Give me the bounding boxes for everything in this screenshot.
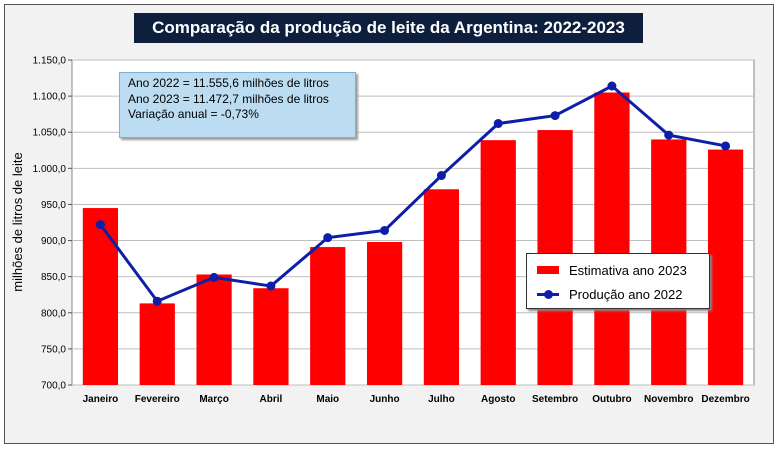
y-tick-label: 800,0 (41, 308, 66, 319)
y-tick-label: 900,0 (41, 236, 66, 247)
line-point (550, 111, 560, 121)
legend-item-2023: Estimativa ano 2023 (537, 260, 687, 280)
x-tick-label: Outubro (592, 394, 631, 405)
annotation-box: Ano 2022 = 11.555,6 milhões de litros An… (119, 72, 356, 138)
y-tick-label: 1.000,0 (33, 164, 67, 175)
y-tick-label: 850,0 (41, 272, 66, 283)
x-category-labels: Janeiro Fevereiro Março Abril Maio Junho Julho… (83, 394, 750, 405)
y-tick-label: 700,0 (41, 381, 66, 392)
bar (310, 247, 346, 385)
line-point (721, 141, 731, 151)
line-point (323, 233, 333, 243)
bar (253, 288, 289, 385)
line-point (209, 272, 219, 282)
line-point (380, 225, 390, 235)
y-tick-label: 950,0 (41, 200, 66, 211)
annotation-line-variation: Variação anual = -0,73% (128, 107, 259, 121)
x-tick-label: Maio (316, 394, 339, 405)
annotation-line-2023: Ano 2023 = 11.472,7 milhões de litros (128, 91, 329, 106)
bar (196, 274, 232, 385)
y-tick-label: 1.050,0 (33, 128, 67, 139)
bar (423, 189, 460, 385)
bar (82, 208, 119, 385)
y-tick-label: 1.100,0 (33, 92, 67, 103)
legend-label-2023: Estimativa ano 2023 (569, 262, 687, 278)
x-tick-label: Agosto (481, 394, 515, 405)
bar (594, 92, 630, 385)
chart-title-text: Comparação da produção de leite da Argen… (152, 18, 625, 37)
bar (480, 140, 516, 385)
x-tick-label: Junho (370, 394, 400, 405)
legend: Estimativa ano 2023 Produção ano 2022 (526, 253, 710, 309)
y-axis-label: milhões de litros de leite (10, 152, 25, 291)
legend-item-2022: Produção ano 2022 (537, 284, 682, 304)
y-tick-label: 1.150,0 (33, 56, 67, 67)
legend-swatch-bar (537, 266, 559, 274)
x-tick-label: Março (199, 394, 228, 405)
bar (707, 149, 744, 385)
x-tick-label: Setembro (532, 394, 578, 405)
line-point (266, 281, 276, 291)
line-2022 (95, 81, 731, 306)
y-tick-labels: 700,0 750,0 800,0 850,0 900,0 950,0 1.000,0 1.0… (33, 56, 67, 392)
x-tick-label: Fevereiro (135, 394, 180, 405)
legend-label-2022: Produção ano 2022 (569, 286, 683, 302)
bar (366, 242, 403, 385)
line-point (664, 130, 674, 140)
line-point (607, 81, 617, 91)
annotation-line-2022: Ano 2022 = 11.555,6 milhões de litros (128, 76, 329, 90)
x-tick-label: Abril (260, 394, 283, 405)
line-point (152, 296, 162, 306)
x-tick-label: Novembro (644, 394, 693, 405)
x-tick-label: Dezembro (701, 394, 749, 405)
line-point (436, 171, 446, 181)
line-point (493, 119, 503, 129)
y-tick-label: 750,0 (41, 344, 66, 355)
line-point (95, 220, 105, 230)
bar (139, 303, 175, 385)
x-tick-label: Julho (428, 394, 455, 405)
legend-swatch-line (537, 284, 559, 304)
chart-title: Comparação da produção de leite da Argen… (134, 13, 643, 43)
series-line (99, 84, 726, 304)
x-tick-label: Janeiro (83, 394, 119, 405)
